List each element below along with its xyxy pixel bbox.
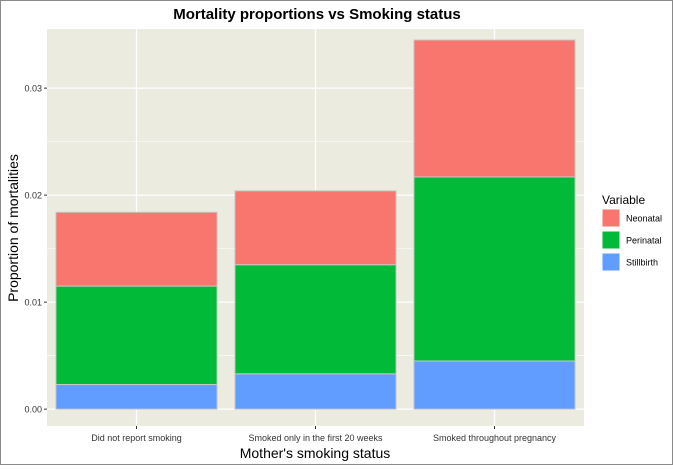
x-axis-title: Mother's smoking status [240,445,391,461]
legend-label-neonatal: Neonatal [626,214,662,224]
x-tick-label: Did not report smoking [91,433,182,443]
y-tick-label: 0.01 [24,298,42,308]
bar-segment-neonatal [413,39,576,178]
legend-key-stillbirth [601,252,621,272]
bars [55,39,576,410]
axes: 0.00 0.01 0.02 0.03 Did not report smoking Sm… [24,84,556,443]
y-tick-label: 0.02 [24,191,42,201]
x-tick-label: Smoked only in the first 20 weeks [248,433,383,443]
legend-label-perinatal: Perinatal [626,236,662,246]
x-tick-label: Smoked throughout pregnancy [433,433,557,443]
bar-segment-stillbirth [55,384,218,410]
bar-segment-perinatal [55,285,218,386]
bar-segment-neonatal [234,190,397,266]
bar-segment-stillbirth [413,360,576,410]
y-axis-title: Proportion of mortalities [5,154,21,302]
legend-key-neonatal [601,208,621,228]
y-tick-label: 0.03 [24,84,42,94]
y-tick-label: 0.00 [24,405,42,415]
legend-label-stillbirth: Stillbirth [626,258,658,268]
bar-segment-perinatal [413,176,576,362]
bar-segment-neonatal [55,211,218,287]
legend-title: Variable [602,193,645,207]
chart-title: Mortality proportions vs Smoking status [173,6,461,23]
legend-key-perinatal [601,230,621,250]
bar-segment-stillbirth [234,373,397,410]
bar-segment-perinatal [234,264,397,375]
legend: Variable Neonatal Perinatal Stillbirth [601,193,662,272]
